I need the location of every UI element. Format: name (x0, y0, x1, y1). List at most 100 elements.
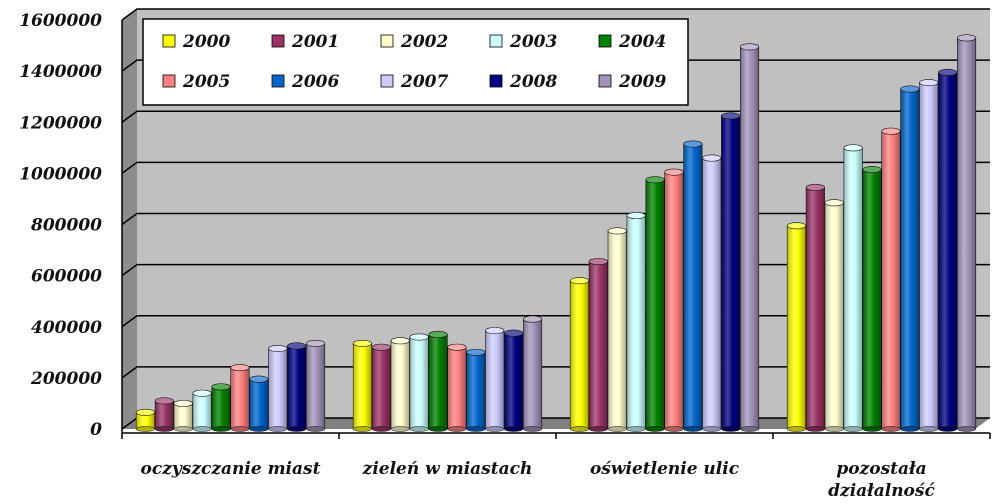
bar-2005-1 (230, 364, 250, 432)
bar-top (900, 85, 920, 93)
bar-2005-3 (664, 168, 684, 432)
bar-body (900, 88, 920, 430)
x-category-label: oświetlenie ulic (590, 459, 740, 479)
bar-top (249, 375, 269, 383)
bar-top (683, 140, 703, 148)
bar-body (569, 280, 590, 430)
bar-2006-2 (466, 348, 486, 432)
bar-body (721, 115, 741, 430)
bar-base (154, 426, 174, 432)
legend-swatch (380, 34, 394, 48)
bar-top (843, 144, 863, 152)
legend-label: 2009 (618, 72, 666, 92)
legend-swatch (380, 74, 394, 88)
bar-base (173, 426, 193, 432)
legend-label: 2006 (291, 72, 339, 92)
bar-base (230, 426, 250, 432)
bar-top (824, 199, 844, 207)
y-tick-label: 1400000 (19, 62, 102, 82)
bar-base (371, 426, 391, 432)
bar-top (305, 339, 326, 347)
bar-body (739, 46, 760, 430)
bar-top (862, 166, 882, 174)
bar-base (409, 426, 429, 432)
bar-body (371, 346, 391, 430)
bar-body (881, 130, 901, 430)
y-tick-label: 1000000 (19, 164, 102, 184)
bar-2005-2 (447, 343, 467, 432)
bar-2003-2 (409, 333, 429, 432)
bar-base (881, 426, 901, 432)
bar-2000-3 (569, 277, 590, 432)
bar-2009-2 (522, 315, 543, 432)
bar-top (919, 79, 939, 87)
bar-body (938, 72, 958, 430)
bar-base (268, 426, 288, 432)
bar-base (352, 426, 372, 432)
bar-top (938, 68, 958, 76)
legend-swatch (598, 34, 612, 48)
bar-top (211, 383, 231, 391)
y-tick-label: 0 (90, 420, 102, 440)
bar-body (154, 400, 174, 430)
bar-body (919, 82, 939, 430)
bar-body (504, 332, 524, 430)
bar-base (786, 426, 806, 432)
bar-base (900, 426, 920, 432)
bar-top (390, 337, 410, 345)
bar-2008-1 (287, 342, 307, 432)
legend-swatch (162, 74, 176, 88)
legend-swatch (489, 74, 503, 88)
bar-body (626, 215, 646, 430)
bar-top (702, 154, 722, 162)
bar-base (192, 426, 212, 432)
bar-top (268, 344, 288, 352)
legend-label: 2005 (182, 72, 230, 92)
bar-body (173, 403, 193, 430)
bar-body (786, 225, 807, 430)
bar-2002-1 (173, 399, 193, 432)
bar-base (466, 426, 486, 432)
bar-body (862, 169, 882, 430)
bar-base (390, 426, 410, 432)
bar-body (192, 392, 212, 430)
x-axis: oczyszczanie miast zieleń w miastach oświe… (121, 432, 991, 501)
bar-body (447, 346, 467, 430)
y-axis: 0 200000 400000 600000 800000 1000000 1200000 1… (19, 11, 123, 440)
bar-body (249, 378, 269, 430)
y-tick-label: 1200000 (19, 113, 102, 133)
bar-base (428, 426, 448, 432)
bar-2005-4 (881, 127, 901, 432)
legend-label: 2007 (400, 72, 448, 92)
bar-2003-3 (626, 212, 646, 432)
floor (122, 418, 990, 429)
bar-2002-3 (607, 227, 627, 432)
bar-base (588, 426, 608, 432)
x-category-label: pozostała (836, 459, 926, 479)
bar-body (485, 330, 505, 430)
bar-body (956, 37, 977, 430)
bar-body (230, 367, 250, 430)
bar-2007-3 (702, 154, 722, 432)
y-tick-label: 600000 (31, 267, 102, 287)
y-tick-label: 1600000 (19, 11, 102, 31)
bar-base (919, 426, 939, 432)
bar-top (956, 34, 977, 42)
bar-body (522, 318, 543, 430)
bar-top (371, 343, 391, 351)
bar-2004-4 (862, 166, 882, 432)
bar-top (607, 227, 627, 235)
bar-top (173, 399, 193, 407)
bar-2002-4 (824, 199, 844, 432)
bar-2006-1 (249, 375, 269, 432)
bar-2003-4 (843, 144, 863, 432)
bar-base (740, 426, 760, 432)
bar-base (862, 426, 882, 432)
legend-swatch (271, 34, 285, 48)
bar-base (447, 426, 467, 432)
bar-2000-4 (786, 222, 807, 432)
x-category-label: zieleń w miastach (362, 459, 533, 479)
bar-2001-3 (588, 258, 608, 432)
gridline (121, 59, 990, 72)
